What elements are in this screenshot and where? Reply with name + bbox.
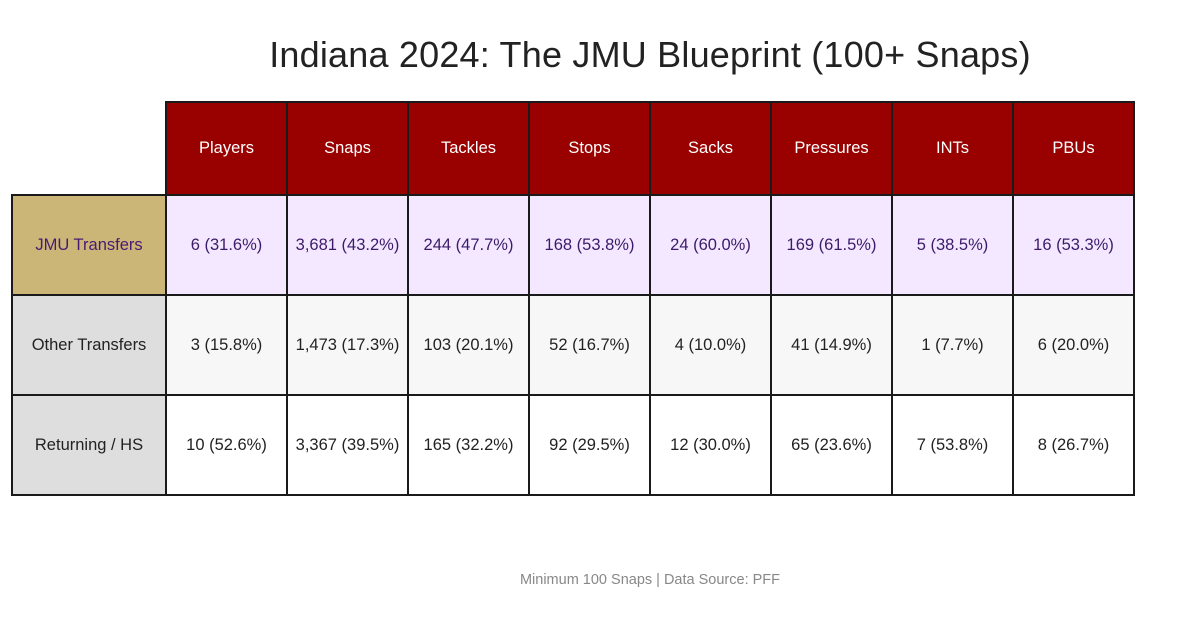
- table-cell: 103 (20.1%): [407, 294, 530, 396]
- column-header-ints: INTs: [891, 101, 1014, 196]
- table-cell: 244 (47.7%): [407, 194, 530, 296]
- table-cell: 3 (15.8%): [165, 294, 288, 396]
- table-cell: 24 (60.0%): [649, 194, 772, 296]
- column-header-tackles: Tackles: [407, 101, 530, 196]
- stats-table: Players Snaps Tackles Stops Sacks Pressu…: [11, 101, 1135, 496]
- table-cell: 10 (52.6%): [165, 394, 288, 496]
- chart-title: Indiana 2024: The JMU Blueprint (100+ Sn…: [269, 34, 1031, 75]
- table-cell: 92 (29.5%): [528, 394, 651, 496]
- table-cell: 12 (30.0%): [649, 394, 772, 496]
- column-header-stops: Stops: [528, 101, 651, 196]
- table-cell: 4 (10.0%): [649, 294, 772, 396]
- table-cell: 1,473 (17.3%): [286, 294, 409, 396]
- column-header-sacks: Sacks: [649, 101, 772, 196]
- table-cell: 8 (26.7%): [1012, 394, 1135, 496]
- table-cell: 165 (32.2%): [407, 394, 530, 496]
- row-label-jmu-transfers: JMU Transfers: [11, 194, 167, 296]
- table-cell: 168 (53.8%): [528, 194, 651, 296]
- table-header-row: Players Snaps Tackles Stops Sacks Pressu…: [12, 101, 1135, 196]
- table-cell: 169 (61.5%): [770, 194, 893, 296]
- column-header-players: Players: [165, 101, 288, 196]
- table-cell: 41 (14.9%): [770, 294, 893, 396]
- table-cell: 65 (23.6%): [770, 394, 893, 496]
- table-row-returning-hs: Returning / HS 10 (52.6%) 3,367 (39.5%) …: [11, 394, 1135, 496]
- table-cell: 52 (16.7%): [528, 294, 651, 396]
- table-cell: 7 (53.8%): [891, 394, 1014, 496]
- table-row-other-transfers: Other Transfers 3 (15.8%) 1,473 (17.3%) …: [11, 294, 1135, 396]
- table-cell: 6 (31.6%): [165, 194, 288, 296]
- table-cell: 5 (38.5%): [891, 194, 1014, 296]
- table-cell: 3,367 (39.5%): [286, 394, 409, 496]
- column-header-pbus: PBUs: [1012, 101, 1135, 196]
- row-label-returning-hs: Returning / HS: [11, 394, 167, 496]
- table-row-jmu-transfers: JMU Transfers 6 (31.6%) 3,681 (43.2%) 24…: [11, 194, 1135, 296]
- row-label-other-transfers: Other Transfers: [11, 294, 167, 396]
- data-source-footer: Minimum 100 Snaps | Data Source: PFF: [519, 572, 781, 588]
- table-cell: 16 (53.3%): [1012, 194, 1135, 296]
- table-corner-cell: [12, 102, 167, 196]
- table-cell: 3,681 (43.2%): [286, 194, 409, 296]
- column-header-snaps: Snaps: [286, 101, 409, 196]
- table-cell: 1 (7.7%): [891, 294, 1014, 396]
- table-cell: 6 (20.0%): [1012, 294, 1135, 396]
- column-header-pressures: Pressures: [770, 101, 893, 196]
